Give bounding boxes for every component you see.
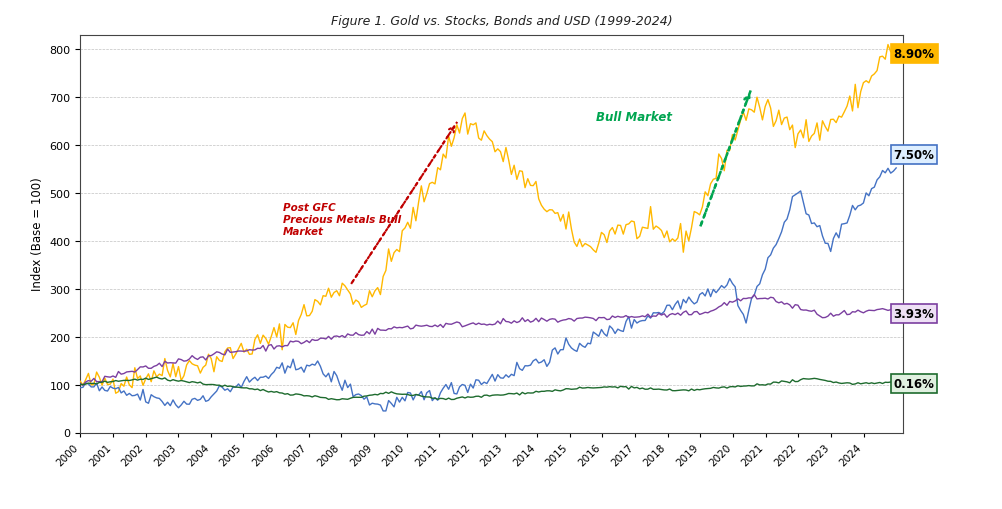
Text: 0.16%: 0.16% (893, 377, 934, 390)
Y-axis label: Index (Base = 100): Index (Base = 100) (31, 177, 44, 291)
Text: 3.93%: 3.93% (893, 307, 934, 321)
Text: 7.50%: 7.50% (893, 149, 934, 162)
Text: Post GFC
Precious Metals Bull
Market: Post GFC Precious Metals Bull Market (283, 203, 401, 236)
Text: Figure 1. Gold vs. Stocks, Bonds and USD (1999-2024): Figure 1. Gold vs. Stocks, Bonds and USD… (331, 15, 671, 28)
Text: Bull Market: Bull Market (595, 111, 671, 124)
Text: 8.90%: 8.90% (893, 48, 934, 61)
